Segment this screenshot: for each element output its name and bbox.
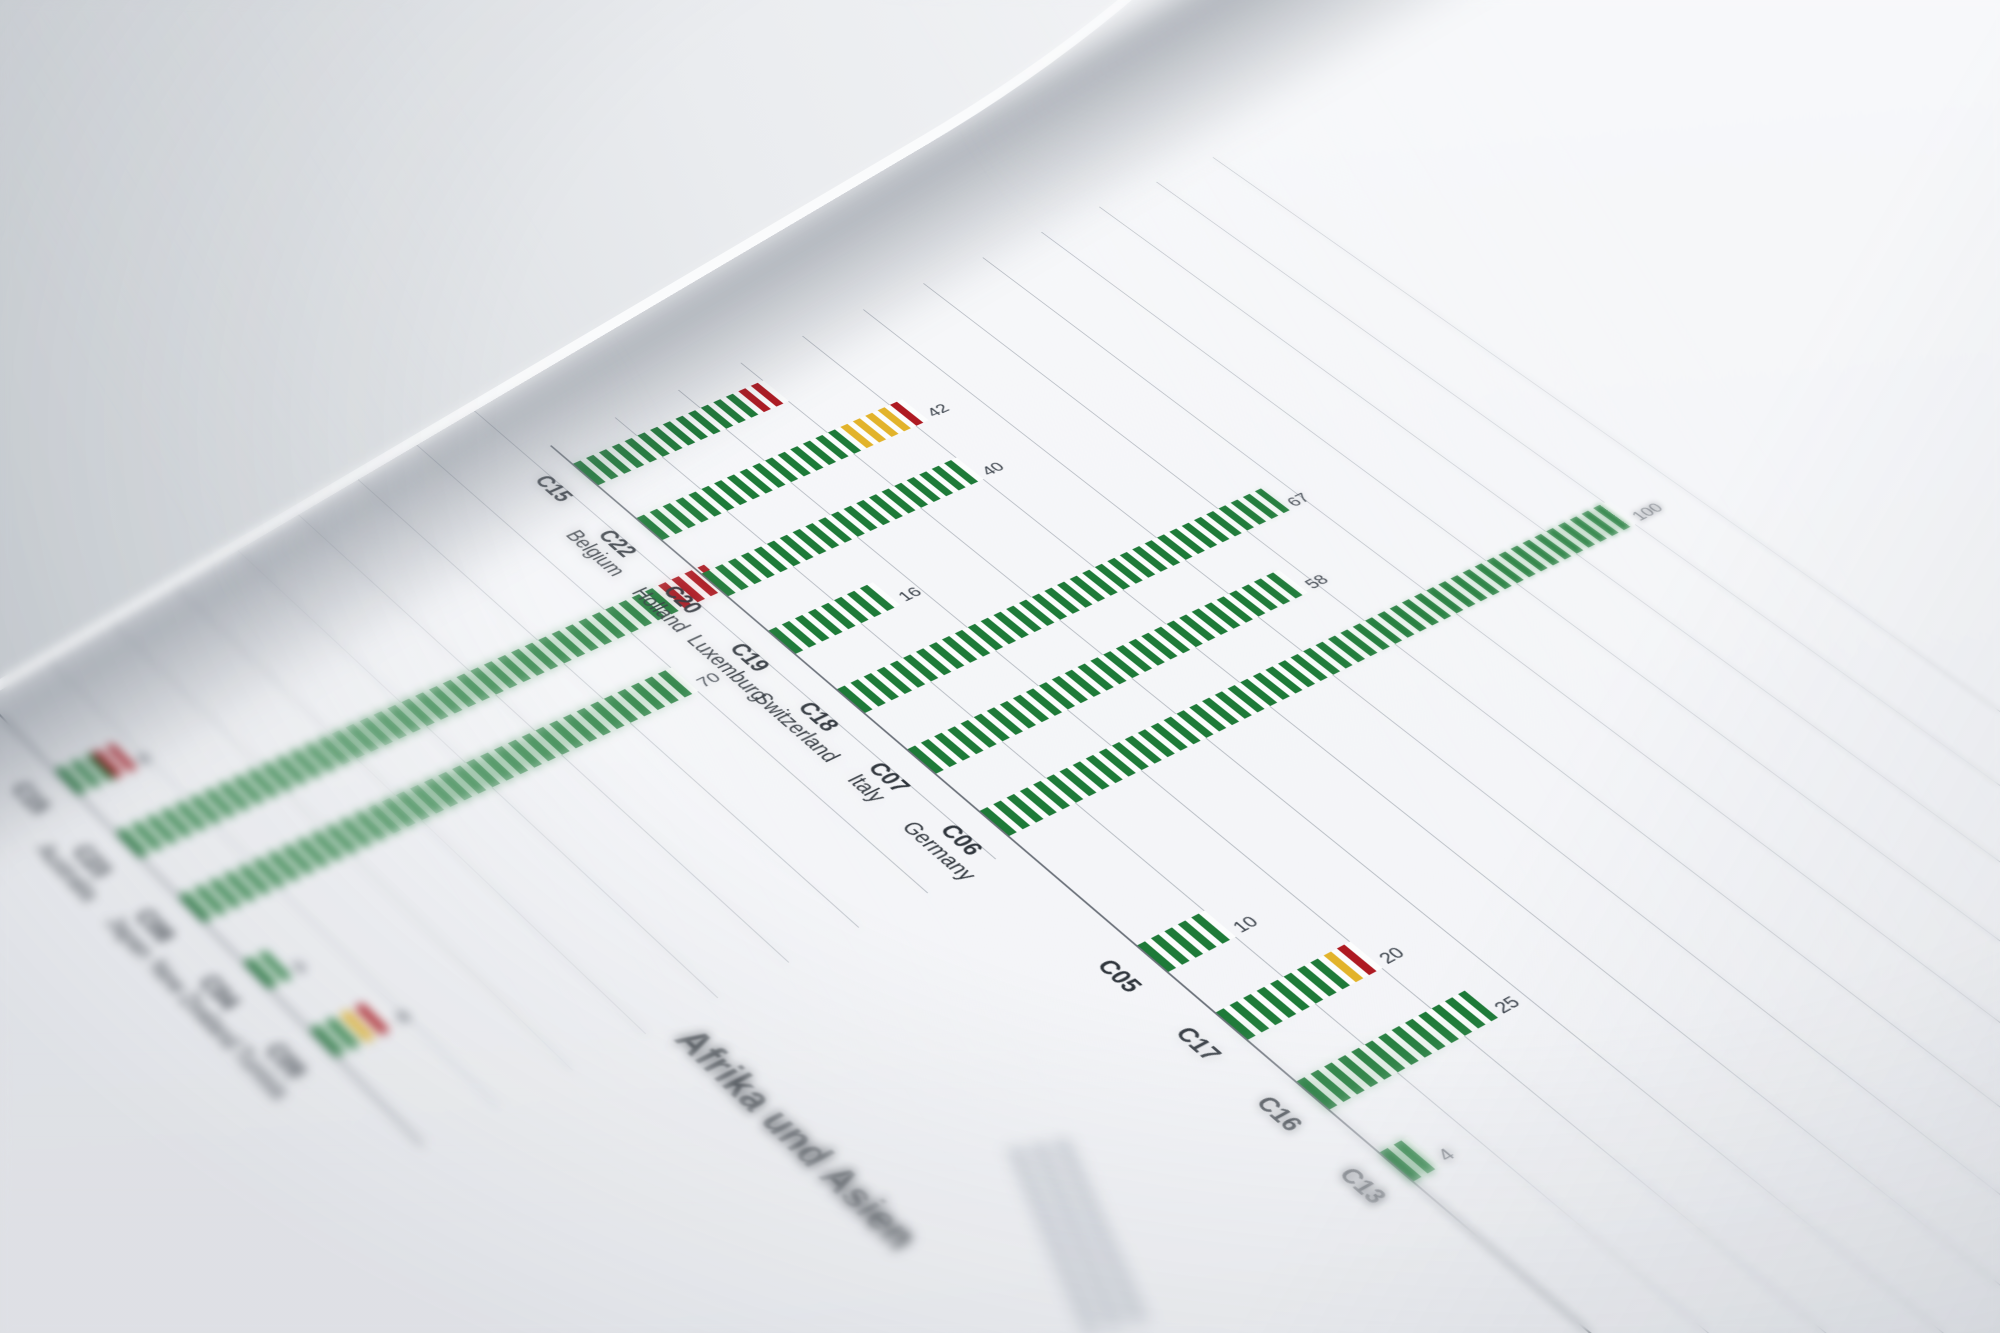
value-label: 100 <box>1628 500 1668 524</box>
chart-title: Afrika und Asien <box>664 1023 929 1255</box>
show-through-text-smudge <box>978 1134 1158 1333</box>
bar-segment-green <box>1379 1136 1442 1181</box>
bar-column <box>1137 910 1236 972</box>
value-label: 42 <box>923 401 954 420</box>
value-label: 16 <box>894 584 927 604</box>
bar-segment-green <box>243 950 292 988</box>
value-label: 10 <box>1228 912 1264 936</box>
gridline <box>802 335 2000 1333</box>
bar-segment-green <box>768 581 901 654</box>
bar-column <box>1296 990 1498 1109</box>
gridline <box>982 256 2000 1333</box>
gridline <box>1041 231 2000 1333</box>
value-label: 3 <box>287 958 312 977</box>
bar-segment-green <box>1296 990 1498 1109</box>
value-label: 25 <box>1490 992 1526 1017</box>
bar-column <box>243 950 292 988</box>
value-label: 20 <box>1374 943 1410 967</box>
bar-column <box>768 581 901 654</box>
value-label: 67 <box>1283 490 1315 510</box>
value-label: 40 <box>977 459 1009 479</box>
gridline <box>1156 181 2000 1333</box>
bar-column <box>309 999 397 1056</box>
bar-column <box>1215 940 1383 1040</box>
bar-segment-green <box>1137 910 1236 972</box>
bar-segment-green <box>1215 954 1356 1040</box>
value-label: 8 <box>391 1007 416 1027</box>
bar-column <box>1379 1136 1442 1181</box>
